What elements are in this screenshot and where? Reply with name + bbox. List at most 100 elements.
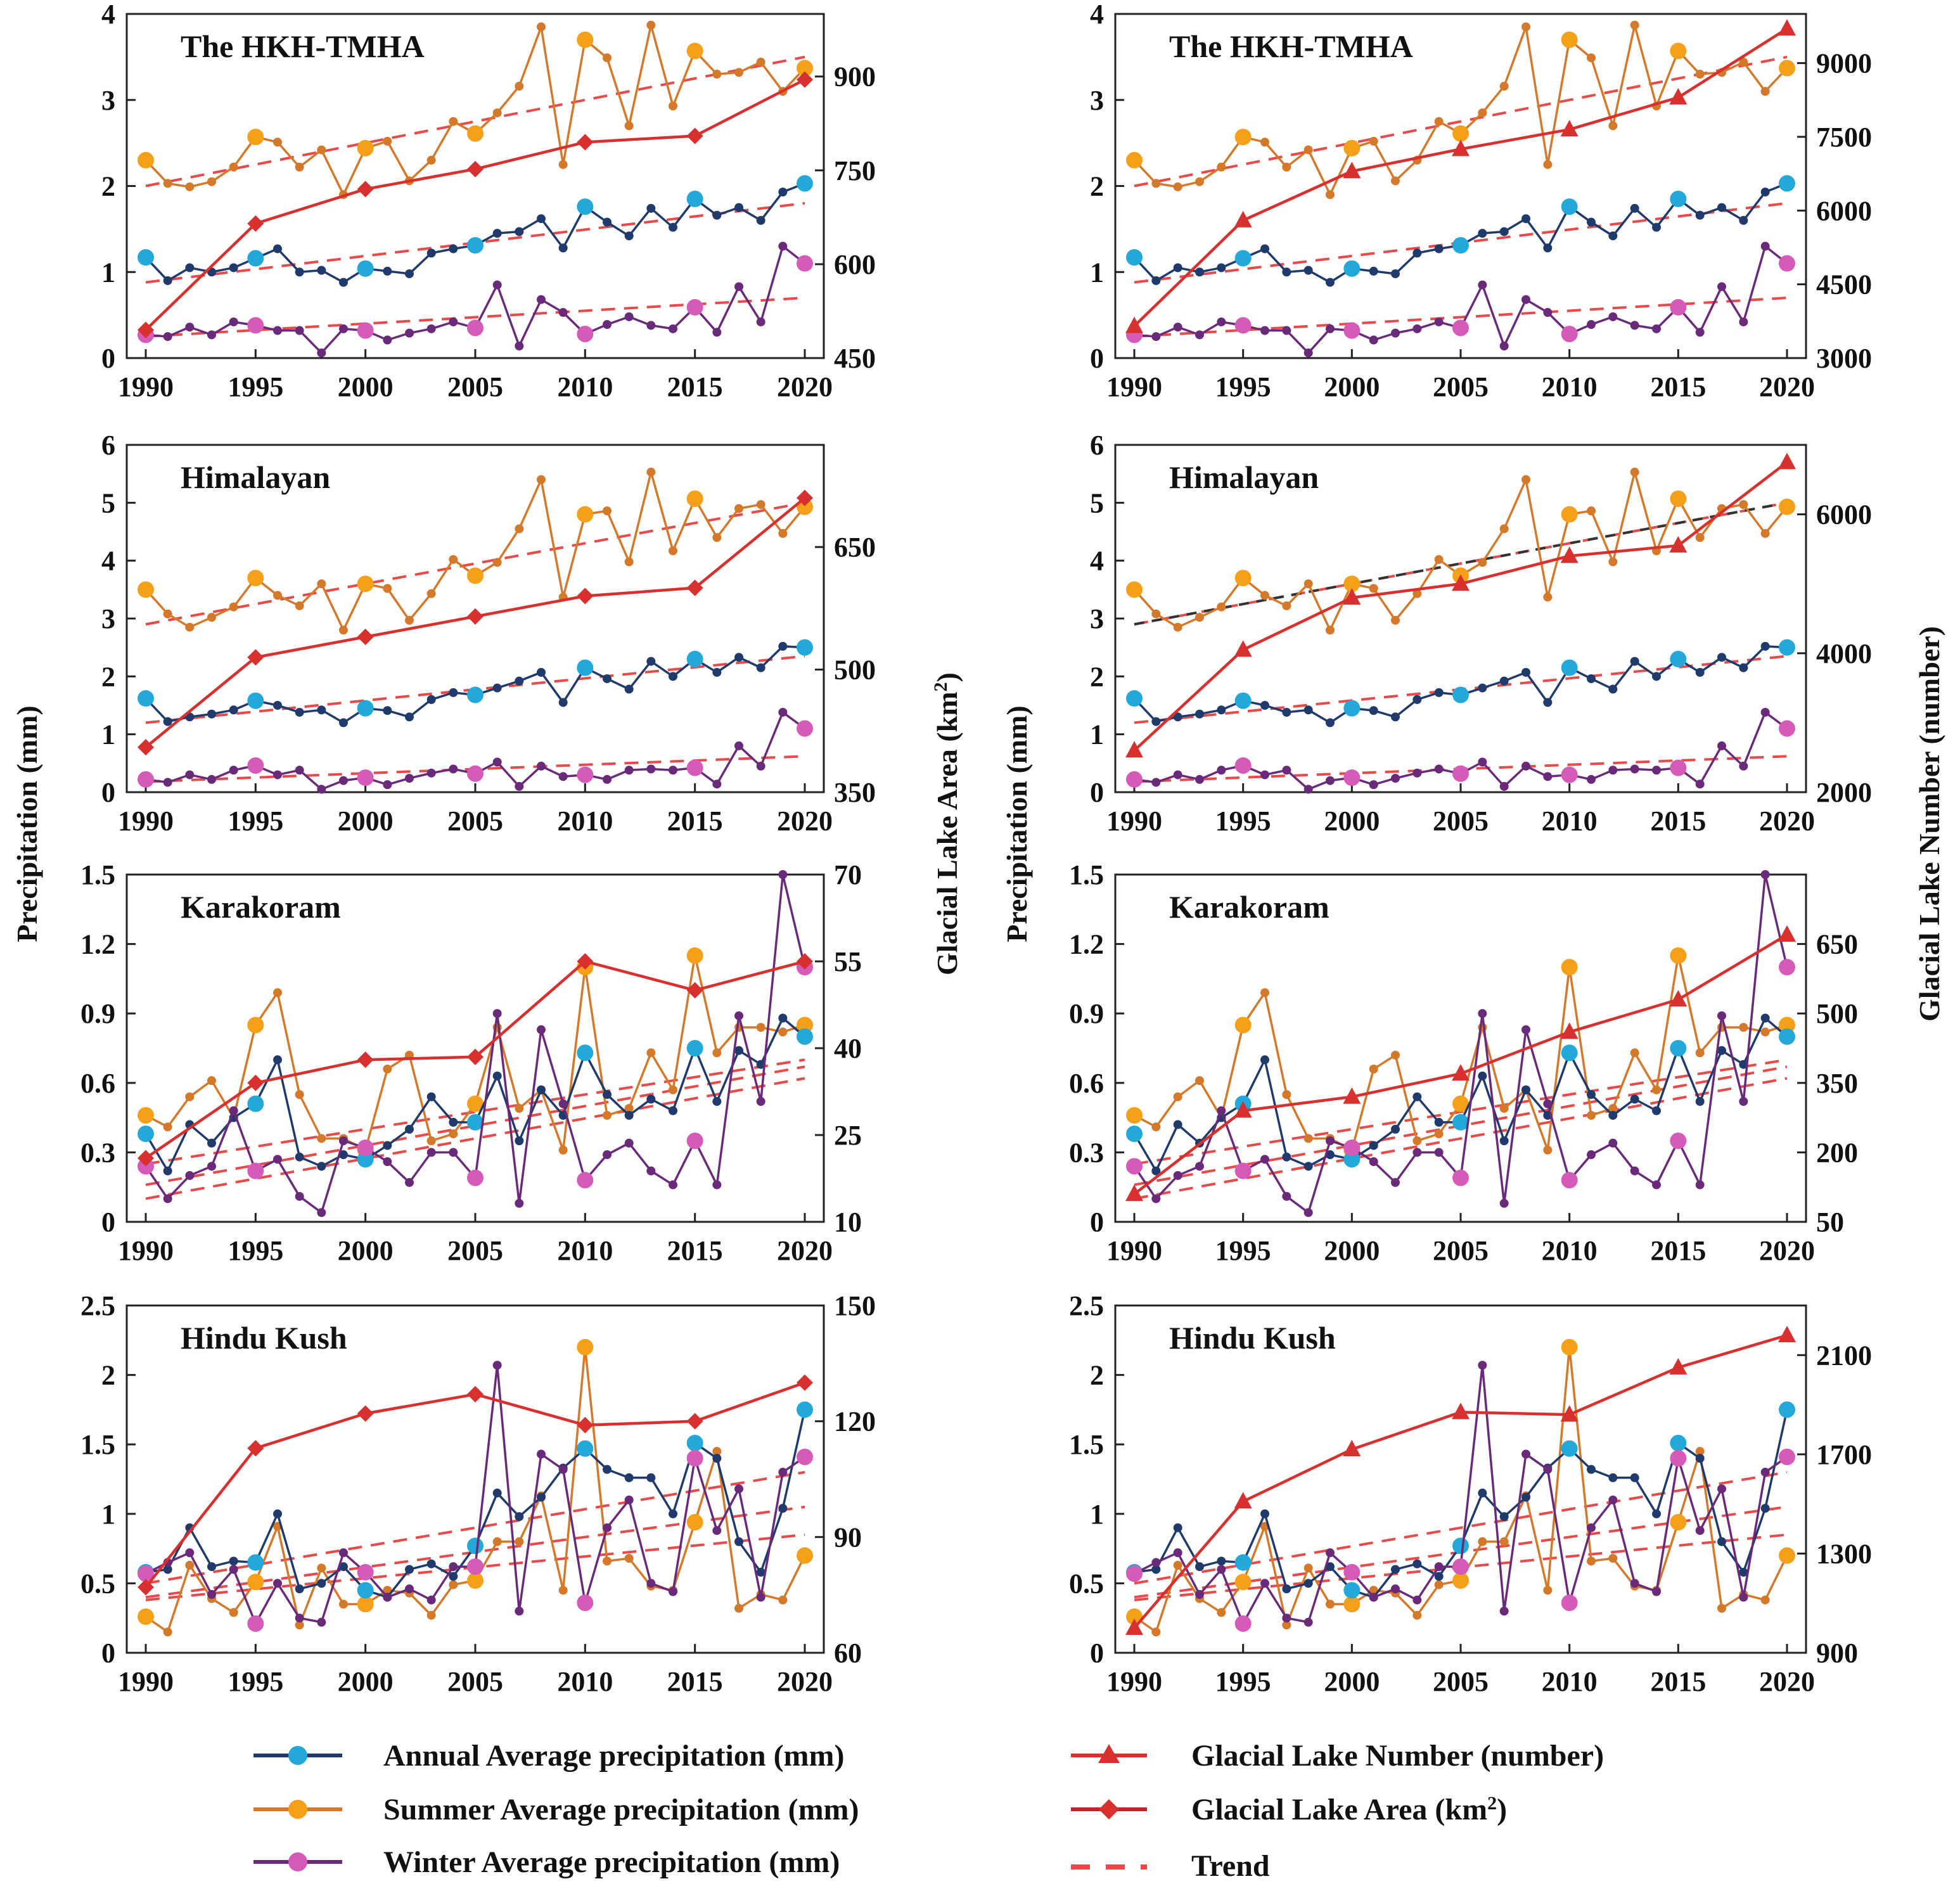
summer-series-point [1739,1023,1748,1032]
winter-series-point [1608,1138,1618,1148]
annual-series-point [734,653,743,662]
panel-title: Hindu Kush [181,1320,347,1356]
summer-series-point [624,121,634,131]
y2-tick-label: 50 [1816,1207,1844,1238]
summer-series-point [669,1085,677,1094]
winter-series-point [1343,769,1361,786]
winter-series-point [229,1106,238,1115]
summer-series-point [1478,1537,1487,1546]
annual-series-point [1452,686,1469,703]
x-tick-label: 2010 [557,805,613,837]
annual-series-point [1282,1584,1291,1594]
x-tick-label: 1990 [118,805,174,837]
annual-series-point [1126,249,1143,266]
y2-tick-label: 120 [834,1406,876,1437]
winter-series-point [1543,772,1553,781]
annual-series-point [138,1126,154,1143]
legend-item-annual: Annual Average precipitation (mm) [253,1739,845,1773]
winter-series-point [185,770,195,779]
winter-series-point [1630,321,1639,330]
annual-series-point [1739,1060,1748,1069]
annual-series-point [339,1562,348,1572]
winter-series-point [1561,325,1578,342]
lake-series-point [357,629,374,646]
winter-series-point [1561,1172,1578,1189]
winter-series-point [383,1593,392,1602]
winter-series-point [734,1484,743,1494]
annual-series-point [646,657,656,666]
y-tick-label: 1 [101,257,115,288]
summer-series-point [185,1092,195,1101]
annual-series-point [797,175,813,192]
annual-series-point [1173,712,1182,722]
winter-series-point [603,320,612,330]
annual-series-point [603,674,612,683]
panel-title: Karakoram [1169,889,1329,925]
lake-series-point [577,953,594,970]
y-tick-label: 0 [101,343,115,374]
winter-series-point [1151,778,1161,787]
winter-series-point [138,1565,154,1582]
annual-series-point [1779,1028,1795,1045]
annual-series-point [1282,707,1291,717]
lake-series-point [1452,1402,1470,1420]
winter-series-point [1151,1558,1161,1567]
winter-series-point [603,774,612,784]
summer-series-point [1543,1586,1553,1595]
y-tick-label: 2 [101,171,115,202]
x-tick-label: 2015 [1650,371,1706,402]
summer-series-point [1695,533,1705,542]
winter-series-point [1779,720,1795,737]
legend-label-annual: Annual Average precipitation (mm) [383,1739,845,1773]
summer-series-point [577,1338,594,1356]
x-tick-label: 2015 [1650,1666,1706,1697]
x-tick-label: 2010 [1542,1235,1598,1266]
summer-series-point [295,1090,304,1100]
winter-series-point [1326,1548,1335,1558]
annual-series-point [1303,1162,1313,1171]
winter-series-point [537,1449,546,1459]
annual-series-point [712,210,722,220]
lake-series-point [138,1579,154,1596]
winter-series-point [492,757,502,767]
annual-series-point [1561,198,1578,215]
winter-series-point [1695,328,1705,337]
annual-series-point [1412,248,1422,258]
annual-series-point [138,249,154,266]
x-tick-label: 2000 [338,1235,394,1266]
annual-series-point [797,1028,813,1045]
x-tick-label: 1990 [1106,1666,1162,1697]
winter-series-point [1260,1579,1269,1588]
winter-series-point [229,317,238,326]
plot-frame [1114,444,1807,793]
summer-series-point [1478,108,1487,118]
annual-series-point [1779,1401,1795,1418]
winter-series-point [492,1009,502,1018]
winter-series-point [558,1465,568,1474]
summer-series-point [1151,1122,1161,1132]
summer-series-point [357,1596,374,1613]
annual-series-point [1587,1090,1596,1100]
summer-series-point [1391,615,1400,625]
annual-series-point [1369,1141,1378,1150]
summer-series-point [1303,1134,1313,1143]
annual-series-point [426,1559,436,1568]
winter-series-point [1452,1558,1469,1575]
summer-series-point [1695,1447,1705,1456]
summer-series-point [1739,500,1748,510]
winter-series-point [1760,707,1770,717]
summer-series-point [426,1610,436,1620]
summer-series-point [1412,589,1422,598]
trend-line-black [1134,501,1788,626]
annual-series-point [229,1556,238,1566]
winter-series-point [339,1548,348,1558]
y-tick-label: 2.5 [80,1290,115,1321]
summer-series-point [1670,490,1687,507]
summer-series-point [1195,613,1204,622]
annual-series-point [669,1509,677,1518]
annual-series-point [273,1509,282,1518]
annual-series-point [1652,222,1661,232]
lake-series-point [1234,1492,1252,1509]
annual-series-point [1412,1092,1422,1101]
lake-series-point [357,181,374,198]
